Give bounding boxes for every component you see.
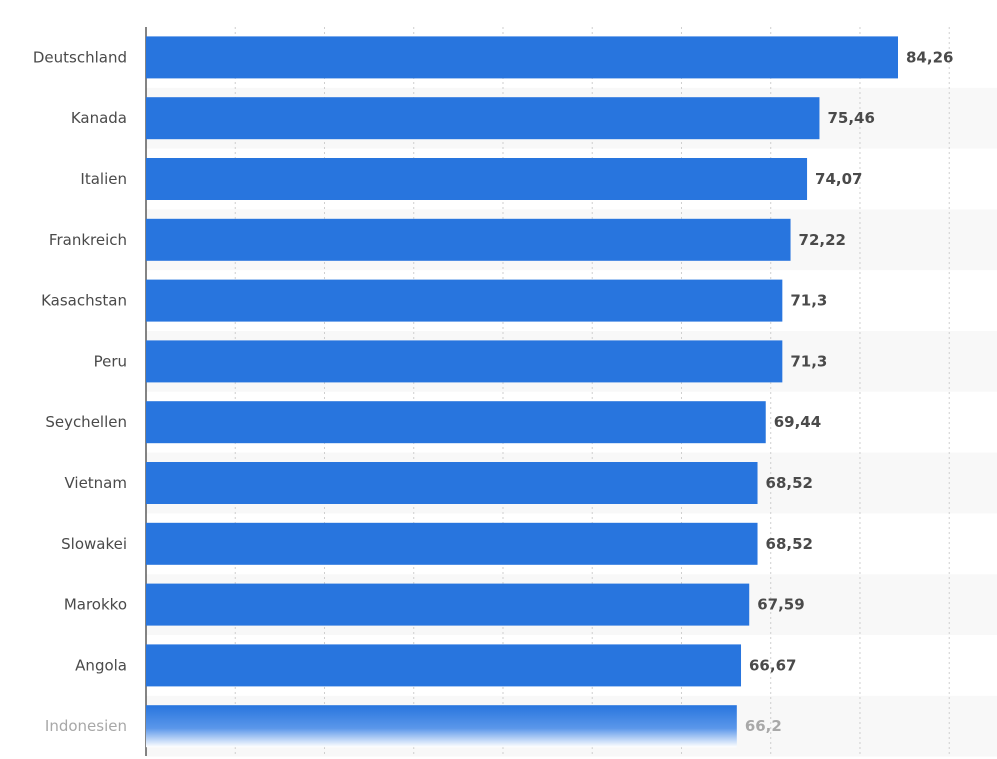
category-label: Vietnam [64,474,127,492]
category-label: Deutschland [33,48,127,66]
value-label: 71,3 [790,352,827,370]
bar [146,462,758,504]
category-label: Seychellen [45,413,127,431]
bar [146,583,750,626]
value-label: 71,3 [790,292,827,310]
category-label: Peru [94,352,127,370]
value-labels: 84,26 75,46 74,07 72,22 71,3 71,3 69,44 68,52 68… [745,48,954,735]
bars [146,36,898,748]
category-label: Marokko [64,596,127,614]
bar [146,705,737,748]
value-label: 67,59 [757,596,804,614]
value-label: 75,46 [827,109,874,127]
bar [146,279,783,322]
gridlines [234,27,950,757]
bar [146,340,783,383]
category-label: Frankreich [49,231,127,249]
bar [146,401,766,444]
bar [146,158,808,200]
category-label: Kasachstan [41,292,127,310]
value-label: 68,52 [766,535,813,553]
value-label: 68,52 [766,474,813,492]
value-label: 84,26 [906,48,953,66]
bar [146,644,742,687]
value-label: 69,44 [774,413,821,431]
value-label: 72,22 [799,231,846,249]
category-label: Italien [80,170,127,188]
bar [146,97,820,140]
bar [146,218,791,261]
value-label: 74,07 [815,170,862,188]
bar [146,522,758,565]
category-label: Indonesien [45,717,127,735]
category-label: Kanada [71,109,127,127]
category-label: Slowakei [61,535,127,553]
bar [146,36,898,79]
value-label: 66,2 [745,717,782,735]
category-labels: Deutschland Kanada Italien Frankreich Kasach… [33,48,127,735]
value-label: 66,67 [749,656,796,674]
category-label: Angola [75,656,127,674]
